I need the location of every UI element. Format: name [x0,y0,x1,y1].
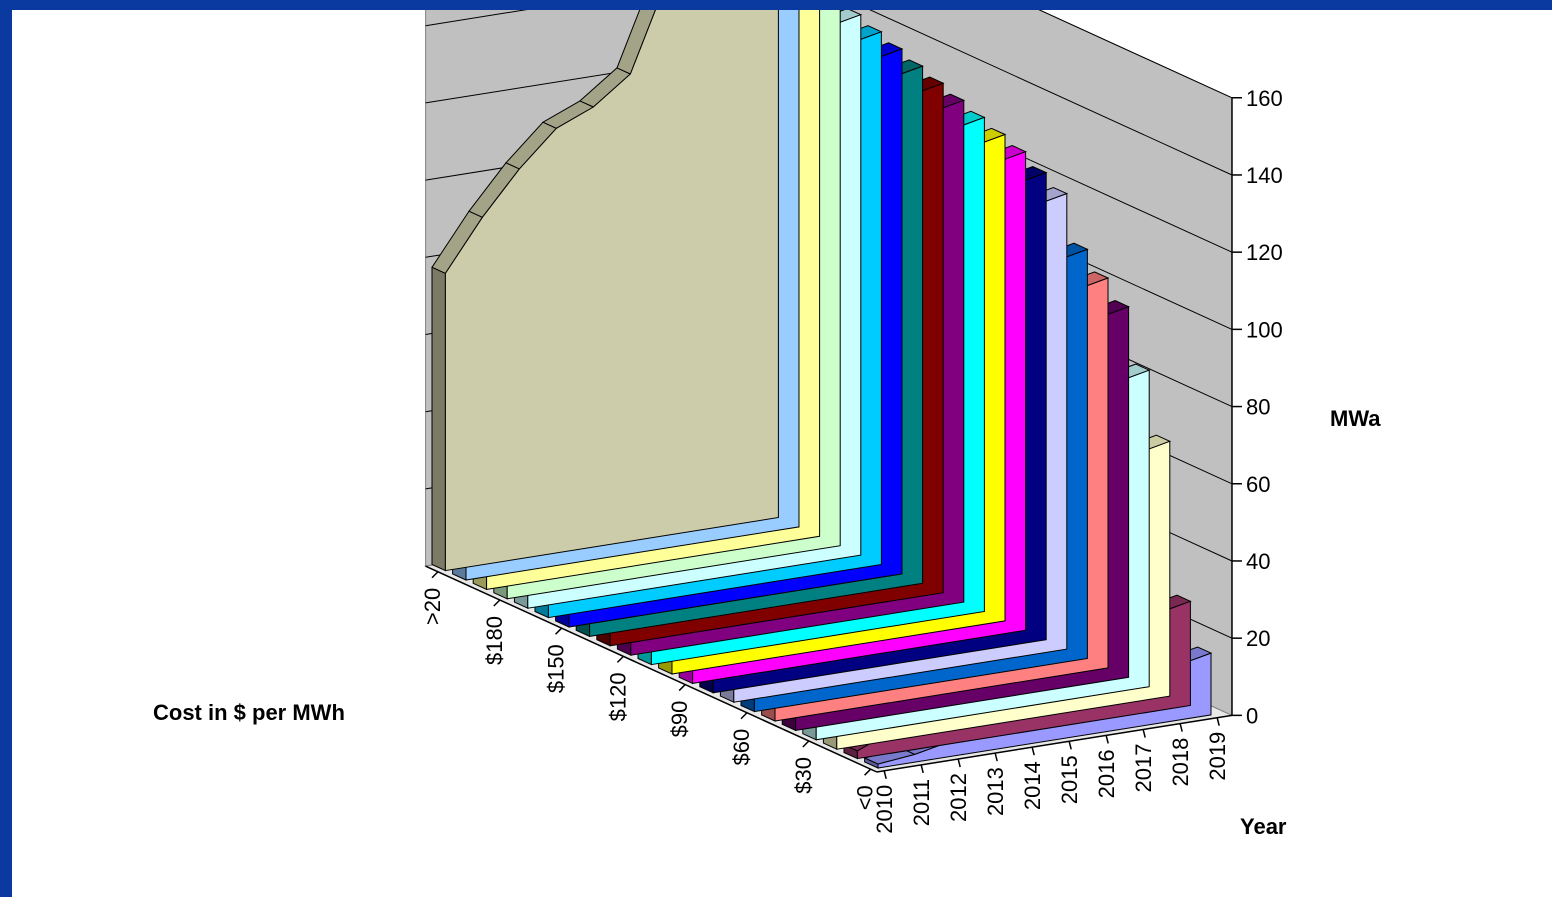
z-tick-label: <0 [853,785,878,810]
x-tick-mark [1142,729,1146,738]
gridline [1038,10,1233,99]
x-tick-label: 2018 [1168,738,1193,787]
z-tick-mark [864,768,872,776]
z-tick-mark [802,740,810,748]
chart-area: 0 20 40 60 80 100 120 140 160 2010 2011 2012 2013 20… [12,10,1552,897]
z-axis-title: Cost in $ per MWh [153,700,345,725]
y-tick-label: 140 [1246,163,1283,188]
y-tick-label: 0 [1246,703,1258,728]
z-tick-mark [555,627,563,635]
x-tick-label: 2011 [909,779,934,826]
y-tick-label: 40 [1246,549,1270,574]
x-tick-mark [1068,741,1072,750]
x-axis-line [876,714,1233,773]
z-tick-label: $120 [605,672,630,721]
y-axis-title: MWa [1330,406,1381,431]
x-tick-mark [1216,717,1220,726]
ribbon-side [431,266,446,572]
y-tick-label: 120 [1246,240,1283,265]
x-tick-label: 2015 [1057,755,1082,804]
y-tick-label: 100 [1246,317,1283,342]
z-tick-labels: >20 $180 $150 $120 $90 $60 $30 <0 [420,588,878,810]
z-tick-mark [740,712,748,720]
z-tick-label: $30 [791,757,816,794]
z-tick-mark [431,571,439,579]
y-tick-label: 20 [1246,626,1270,651]
x-tick-mark [883,770,887,780]
z-tick-mark [616,655,624,663]
x-tick-label: 2019 [1205,732,1230,781]
y-tick-label: 80 [1246,395,1270,420]
x-tick-mark [1105,735,1109,744]
x-tick-labels: 2010 2011 2012 2013 2014 2015 2016 2017 2018 2019 [872,732,1230,834]
ribbon-front [444,10,779,572]
z-axis-line [425,565,878,773]
chart-series [431,10,1213,769]
z-tick-label: >20 [420,588,445,625]
x-tick-mark [1031,747,1035,756]
x-tick-label: 2017 [1131,744,1156,793]
z-tick-label: $180 [482,616,507,665]
gridline [425,10,1233,176]
series-ribbon [431,10,779,572]
x-tick-label: 2014 [1020,761,1045,810]
x-tick-mark [920,764,924,774]
x-axis-title: Year [1240,814,1287,839]
z-tick-mark [493,599,501,607]
y-tick-labels: 0 20 40 60 80 100 120 140 160 [1246,86,1283,729]
x-tick-mark [1179,723,1183,732]
z-tick-label: $150 [544,644,569,693]
x-tick-label: 2012 [946,773,971,822]
x-tick-mark [957,758,961,768]
chart-axes [425,97,1242,780]
z-tick-label: $90 [667,701,692,738]
y-tick-label: 160 [1246,86,1283,111]
x-tick-label: 2013 [983,767,1008,816]
x-tick-label: 2010 [872,785,897,834]
z-tick-label: $60 [729,729,754,766]
x-tick-mark [994,752,998,762]
z-tick-mark [678,684,686,692]
x-tick-label: 2016 [1094,749,1119,798]
y-tick-label: 60 [1246,472,1270,497]
